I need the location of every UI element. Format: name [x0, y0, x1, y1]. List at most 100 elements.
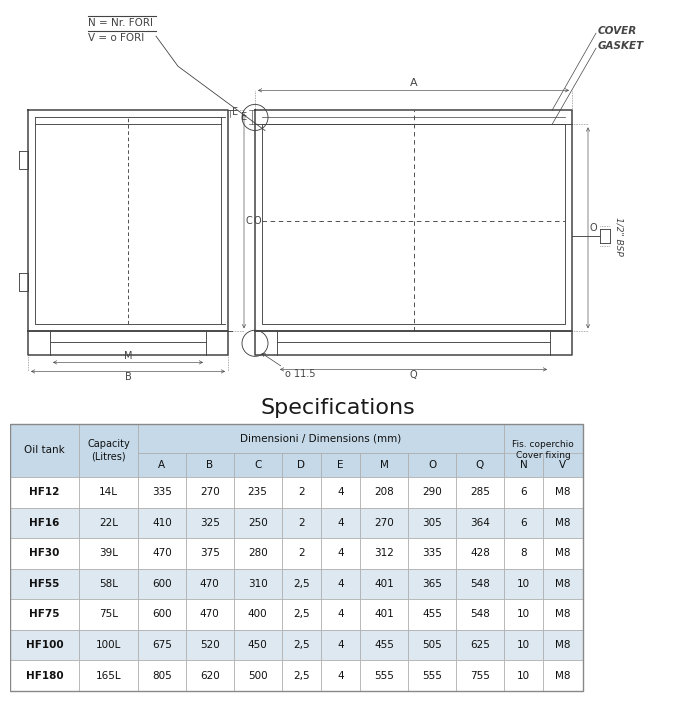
Text: O: O: [590, 223, 598, 233]
Text: 4: 4: [337, 609, 344, 619]
Text: 10: 10: [517, 609, 530, 619]
Text: 428: 428: [470, 548, 490, 558]
Bar: [234, 453, 282, 477]
Text: 4: 4: [337, 518, 344, 528]
Text: 401: 401: [375, 579, 394, 589]
Bar: [360, 477, 408, 508]
Bar: [504, 568, 544, 599]
Bar: [544, 508, 583, 538]
Text: 270: 270: [375, 518, 394, 528]
Bar: [456, 630, 504, 660]
Text: HF16: HF16: [29, 518, 59, 528]
Bar: [234, 568, 282, 599]
Bar: [282, 453, 321, 477]
Text: 520: 520: [200, 640, 220, 650]
Bar: [360, 660, 408, 691]
Bar: [408, 660, 456, 691]
Bar: [138, 599, 186, 630]
Bar: [360, 453, 408, 477]
Bar: [321, 599, 360, 630]
Text: B: B: [124, 373, 131, 383]
Text: 805: 805: [152, 671, 172, 681]
Bar: [456, 660, 504, 691]
Text: 14L: 14L: [99, 488, 118, 497]
Text: E: E: [232, 107, 238, 117]
Bar: [10, 424, 79, 477]
Text: 6: 6: [521, 518, 527, 528]
Text: 270: 270: [200, 488, 220, 497]
Text: 2,5: 2,5: [293, 671, 310, 681]
Bar: [282, 508, 321, 538]
Bar: [79, 660, 138, 691]
Text: A: A: [410, 79, 417, 89]
Text: 305: 305: [422, 518, 442, 528]
Bar: [138, 538, 186, 568]
Text: 10: 10: [517, 579, 530, 589]
Text: 548: 548: [470, 579, 490, 589]
Bar: [456, 508, 504, 538]
Text: HF30: HF30: [29, 548, 59, 558]
Text: Q: Q: [476, 460, 484, 470]
Text: 500: 500: [248, 671, 268, 681]
Text: 365: 365: [422, 579, 442, 589]
Bar: [234, 508, 282, 538]
Bar: [138, 477, 186, 508]
Bar: [408, 630, 456, 660]
Text: 455: 455: [375, 640, 394, 650]
Text: Dimensioni / Dimensions (mm): Dimensioni / Dimensions (mm): [241, 433, 402, 443]
Text: E: E: [241, 112, 247, 122]
Bar: [321, 538, 360, 568]
Bar: [79, 477, 138, 508]
Bar: [79, 508, 138, 538]
Text: 58L: 58L: [99, 579, 118, 589]
Bar: [186, 630, 234, 660]
Text: 1/2" BSP: 1/2" BSP: [614, 217, 623, 255]
Bar: [282, 568, 321, 599]
Text: 675: 675: [152, 640, 172, 650]
Bar: [544, 568, 583, 599]
Text: M8: M8: [555, 671, 571, 681]
Bar: [186, 453, 234, 477]
Text: 6: 6: [521, 488, 527, 497]
Bar: [321, 568, 360, 599]
Bar: [456, 453, 504, 477]
Text: 2: 2: [298, 518, 305, 528]
Text: V = o FORI: V = o FORI: [88, 33, 144, 43]
Bar: [138, 453, 186, 477]
Bar: [360, 599, 408, 630]
Text: O: O: [254, 216, 262, 226]
Text: 208: 208: [375, 488, 394, 497]
Text: 75L: 75L: [99, 609, 118, 619]
Text: 410: 410: [152, 518, 172, 528]
Bar: [186, 568, 234, 599]
Text: 364: 364: [470, 518, 490, 528]
Text: 2,5: 2,5: [293, 579, 310, 589]
Bar: [138, 568, 186, 599]
Text: 335: 335: [152, 488, 172, 497]
Text: Q: Q: [410, 370, 417, 380]
Bar: [456, 568, 504, 599]
Text: M8: M8: [555, 609, 571, 619]
Text: Capacity
(Litres): Capacity (Litres): [87, 439, 130, 462]
Text: 235: 235: [247, 488, 268, 497]
Bar: [360, 630, 408, 660]
Bar: [282, 477, 321, 508]
Text: 505: 505: [422, 640, 442, 650]
Text: HF75: HF75: [29, 609, 59, 619]
Bar: [234, 630, 282, 660]
Bar: [321, 508, 360, 538]
Text: B: B: [206, 460, 214, 470]
Text: 4: 4: [337, 488, 344, 497]
Bar: [504, 660, 544, 691]
Text: M: M: [124, 351, 132, 361]
Text: 755: 755: [470, 671, 490, 681]
Bar: [408, 477, 456, 508]
Bar: [504, 599, 544, 630]
Bar: [408, 599, 456, 630]
Text: HF100: HF100: [26, 640, 64, 650]
Text: 401: 401: [375, 609, 394, 619]
Bar: [408, 508, 456, 538]
Bar: [234, 599, 282, 630]
Text: 470: 470: [200, 579, 220, 589]
Text: 250: 250: [248, 518, 268, 528]
